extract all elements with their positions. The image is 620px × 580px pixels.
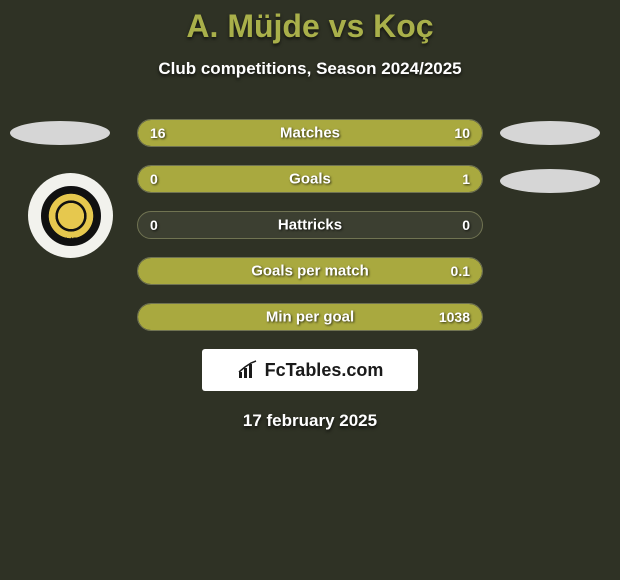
date-text: 17 february 2025 — [0, 411, 620, 431]
stat-row: 1038 Min per goal — [137, 303, 483, 331]
stat-value-right: 10 — [454, 125, 470, 141]
page-title: A. Müjde vs Koç — [0, 8, 620, 45]
comparison-card: A. Müjde vs Koç Club competitions, Seaso… — [0, 0, 620, 431]
stat-value-left: 0 — [150, 171, 158, 187]
brand-box[interactable]: FcTables.com — [202, 349, 418, 391]
club-logo-text: MALATYA — [56, 238, 84, 244]
stat-rows: 16 10 Matches 0 1 Goals 0 0 Hattricks 0.1 Goals pe… — [137, 119, 483, 331]
stat-label: Min per goal — [266, 309, 354, 326]
stat-value-left: 16 — [150, 125, 166, 141]
brand-text: FcTables.com — [265, 360, 384, 381]
subtitle: Club competitions, Season 2024/2025 — [0, 59, 620, 79]
stat-row: 0 0 Hattricks — [137, 211, 483, 239]
stat-value-right: 1038 — [439, 309, 470, 325]
stat-label: Hattricks — [278, 217, 342, 234]
stat-label: Goals per match — [251, 263, 369, 280]
stat-value-right: 0 — [462, 217, 470, 233]
bar-chart-icon — [237, 360, 259, 380]
stat-value-left: 0 — [150, 217, 158, 233]
stat-value-right: 1 — [462, 171, 470, 187]
player-badge-right-2 — [500, 169, 600, 193]
club-crest-icon: MALATYA — [41, 186, 101, 246]
club-logo: MALATYA — [28, 173, 113, 258]
stat-row: 16 10 Matches — [137, 119, 483, 147]
stats-area: MALATYA 16 10 Matches 0 1 Goals 0 0 Hattricks 0.1… — [0, 119, 620, 331]
stat-value-right: 0.1 — [451, 263, 470, 279]
stat-label: Goals — [289, 171, 331, 188]
stat-label: Matches — [280, 125, 340, 142]
stat-row: 0 1 Goals — [137, 165, 483, 193]
stat-row: 0.1 Goals per match — [137, 257, 483, 285]
player-badge-left — [10, 121, 110, 145]
player-badge-right — [500, 121, 600, 145]
